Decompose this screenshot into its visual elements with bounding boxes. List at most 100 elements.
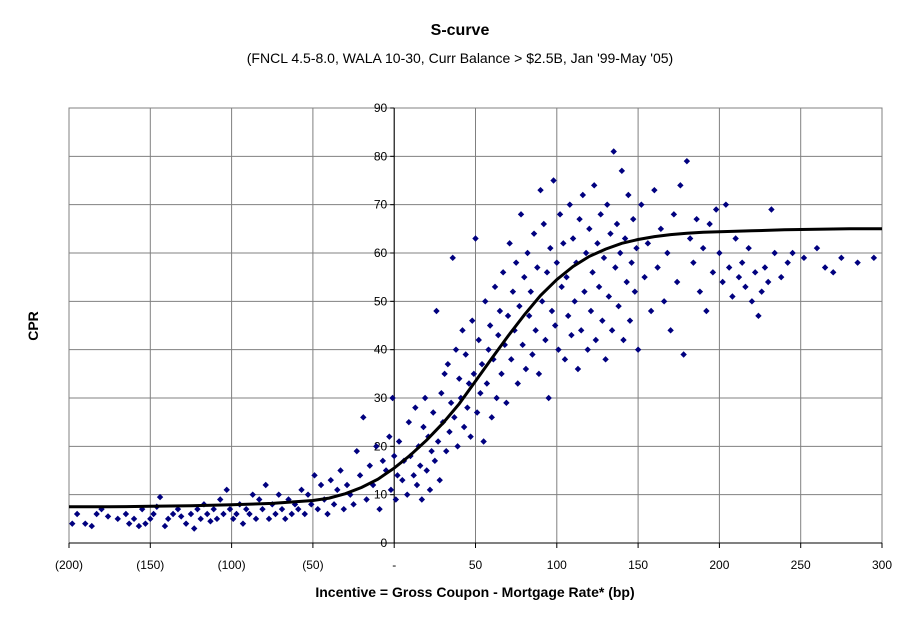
data-point — [464, 404, 471, 411]
data-point — [449, 254, 456, 262]
data-point — [410, 472, 417, 479]
x-tick-label: 100 — [547, 558, 567, 572]
data-point — [693, 215, 700, 223]
data-point — [98, 505, 105, 513]
data-point — [696, 288, 704, 295]
data-point — [838, 254, 845, 262]
data-point — [725, 264, 733, 271]
x-tick-labels: (200) (150) (100) (50) - 50 100 150 200 250 300 — [55, 558, 892, 572]
data-point — [550, 177, 557, 184]
data-point — [499, 269, 507, 276]
data-point — [514, 380, 521, 387]
data-point — [644, 240, 652, 247]
data-point — [69, 520, 76, 527]
y-tick-label: 80 — [374, 149, 388, 163]
data-point — [690, 259, 697, 266]
data-point — [191, 525, 198, 532]
data-point — [564, 312, 572, 320]
data-point — [590, 182, 598, 189]
x-tick-label: (50) — [302, 558, 323, 572]
data-point — [444, 360, 452, 368]
data-point — [337, 467, 344, 474]
data-point — [488, 414, 495, 421]
data-point — [504, 312, 512, 320]
data-point — [282, 515, 289, 523]
data-point — [164, 515, 172, 523]
data-point — [592, 336, 600, 344]
data-point — [431, 457, 439, 465]
data-point — [761, 264, 769, 271]
data-point — [404, 491, 411, 498]
data-point — [334, 486, 341, 494]
data-point — [495, 331, 502, 339]
data-point — [217, 496, 224, 503]
data-point — [249, 491, 256, 498]
data-point — [525, 312, 533, 320]
data-point — [493, 394, 500, 402]
data-point — [574, 365, 582, 373]
data-point — [438, 389, 445, 397]
data-point — [529, 351, 536, 358]
data-point — [262, 481, 269, 489]
data-point — [430, 409, 437, 416]
data-point — [647, 307, 655, 315]
data-point — [298, 486, 305, 494]
data-point — [530, 230, 538, 237]
data-point — [399, 476, 406, 484]
data-point — [651, 186, 658, 194]
data-point — [521, 273, 528, 281]
data-point — [207, 518, 214, 525]
data-point — [417, 462, 424, 469]
data-point — [771, 249, 778, 257]
data-point — [716, 249, 723, 257]
data-point — [473, 409, 481, 416]
data-point — [534, 264, 541, 271]
data-point — [608, 327, 616, 334]
data-point — [581, 288, 588, 295]
data-point — [547, 244, 554, 252]
data-point — [386, 433, 393, 440]
data-point — [475, 336, 482, 344]
data-point — [230, 515, 237, 523]
data-point — [571, 298, 578, 305]
x-tick-label: 50 — [469, 558, 483, 572]
data-point — [621, 235, 629, 242]
data-point — [686, 235, 694, 242]
data-point — [594, 240, 601, 247]
data-point — [169, 510, 177, 518]
data-point — [506, 240, 513, 247]
data-point — [443, 447, 450, 455]
data-point — [586, 225, 593, 233]
data-point — [535, 370, 543, 378]
data-point — [706, 220, 713, 228]
data-point — [204, 510, 211, 518]
data-point — [830, 269, 837, 276]
data-point — [735, 273, 743, 281]
data-point — [604, 201, 611, 208]
y-tick-labels: 0 10 20 30 40 50 60 70 80 90 — [374, 101, 388, 550]
data-point — [623, 278, 630, 286]
data-point — [620, 336, 627, 344]
data-point — [350, 501, 357, 508]
data-point — [412, 404, 419, 411]
data-point — [602, 356, 609, 363]
data-point — [729, 293, 736, 300]
data-point — [88, 522, 95, 530]
data-point — [641, 273, 648, 281]
data-point — [447, 399, 455, 407]
y-axis-title: CPR — [25, 311, 41, 341]
y-tick-label: 50 — [374, 294, 388, 308]
data-point — [508, 356, 515, 363]
data-point — [576, 215, 583, 223]
data-point — [498, 370, 505, 378]
data-point — [278, 505, 286, 513]
scatter-points — [69, 148, 878, 532]
y-tick-label: 20 — [374, 439, 388, 453]
data-point — [142, 520, 149, 527]
data-point — [177, 513, 185, 520]
data-point — [784, 259, 791, 266]
data-point — [610, 148, 617, 155]
x-tick-label: (150) — [136, 558, 164, 572]
data-point — [122, 510, 130, 518]
